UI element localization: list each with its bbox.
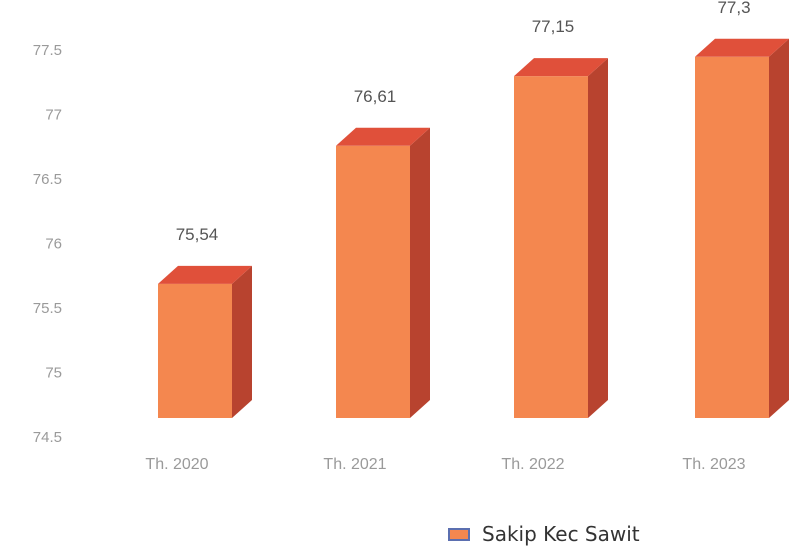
y-tick-label: 75.5: [33, 300, 62, 317]
legend: Sakip Kec Sawit: [448, 522, 640, 546]
bar-front-face: [158, 283, 232, 418]
data-label: 77,15: [532, 17, 575, 36]
data-label: 76,61: [354, 87, 397, 106]
bar-top-face: [336, 127, 430, 146]
data-label: 77,3: [717, 0, 750, 17]
bar-3: [514, 58, 608, 419]
bar-front-face: [514, 76, 588, 419]
y-tick-label: 76: [45, 236, 62, 253]
data-label: 75,54: [176, 225, 219, 244]
bar-front-face: [336, 145, 410, 418]
y-tick-label: 77.5: [33, 42, 62, 59]
bar-top-face: [158, 265, 252, 284]
bar-side-face: [769, 38, 789, 419]
x-tick-label: Th. 2022: [501, 456, 564, 473]
bar-front-face: [695, 56, 769, 419]
y-tick-label: 75: [45, 365, 62, 382]
bar-side-face: [588, 58, 608, 419]
legend-swatch-sakip-kec-sawit: [448, 527, 470, 541]
legend-label-sakip-kec-sawit: Sakip Kec Sawit: [482, 522, 640, 546]
x-tick-label: Th. 2023: [682, 456, 745, 473]
x-tick-label: Th. 2021: [323, 456, 386, 473]
y-tick-label: 77: [45, 107, 62, 124]
bar-side-face: [232, 265, 252, 418]
bar-4: [695, 38, 789, 419]
bar-side-face: [410, 127, 430, 418]
bar-2: [336, 127, 430, 418]
bar-top-face: [514, 58, 608, 77]
bar-1: [158, 265, 252, 418]
bar-top-face: [695, 38, 789, 57]
y-tick-label: 74.5: [33, 429, 62, 446]
x-tick-label: Th. 2020: [145, 456, 208, 473]
y-tick-label: 76.5: [33, 171, 62, 188]
